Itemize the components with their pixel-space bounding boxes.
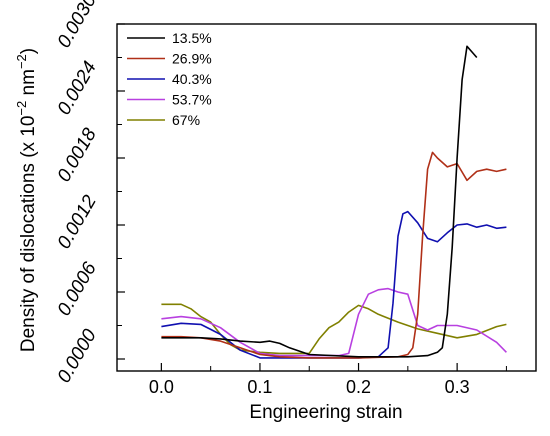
y-tick-label: 0.0024 [54,58,101,119]
series-line [161,303,507,355]
y-axis-label-exponent-1: −2 [14,101,29,116]
y-axis-label-exponent-2: −2 [14,54,29,69]
x-tick-label: 0.0 [149,377,174,397]
x-tick-label: 0.2 [346,377,371,397]
legend: 13.5% 26.9% 40.3% 53.7% 67% [127,30,212,128]
y-axis-label: Density of dislocations (x 10−2 nm−2) [14,48,39,352]
series-line [161,151,507,359]
legend-label: 13.5% [172,30,212,46]
y-axis-label-close: ) [18,48,39,54]
y-tick-label: 0.0030 [54,0,101,52]
legend-label: 40.3% [172,71,212,87]
y-axis-label-main: Density of dislocations (x 10 [18,116,39,353]
y-tick-label: 0.0006 [54,258,101,319]
series-line [161,45,478,358]
series-layer [161,45,507,359]
legend-label: 26.9% [172,51,212,67]
legend-label: 53.7% [172,92,212,108]
x-tick-label: 0.1 [247,377,272,397]
series-line [161,210,507,359]
y-tick-label: 0.0018 [54,124,101,185]
series-line [161,287,507,357]
y-tick-label: 0.0000 [54,325,101,386]
y-tick-label: 0.0012 [54,191,101,252]
plot-frame [116,23,537,372]
ticks-group: 0.0000 0.0006 0.0012 0.0018 0.0024 0.0030 0.0 0… [54,0,507,397]
x-tick-label: 0.3 [445,377,470,397]
legend-label: 67% [172,112,200,128]
x-axis-label: Engineering strain [249,402,402,423]
y-axis-label-unit: nm [18,69,39,101]
